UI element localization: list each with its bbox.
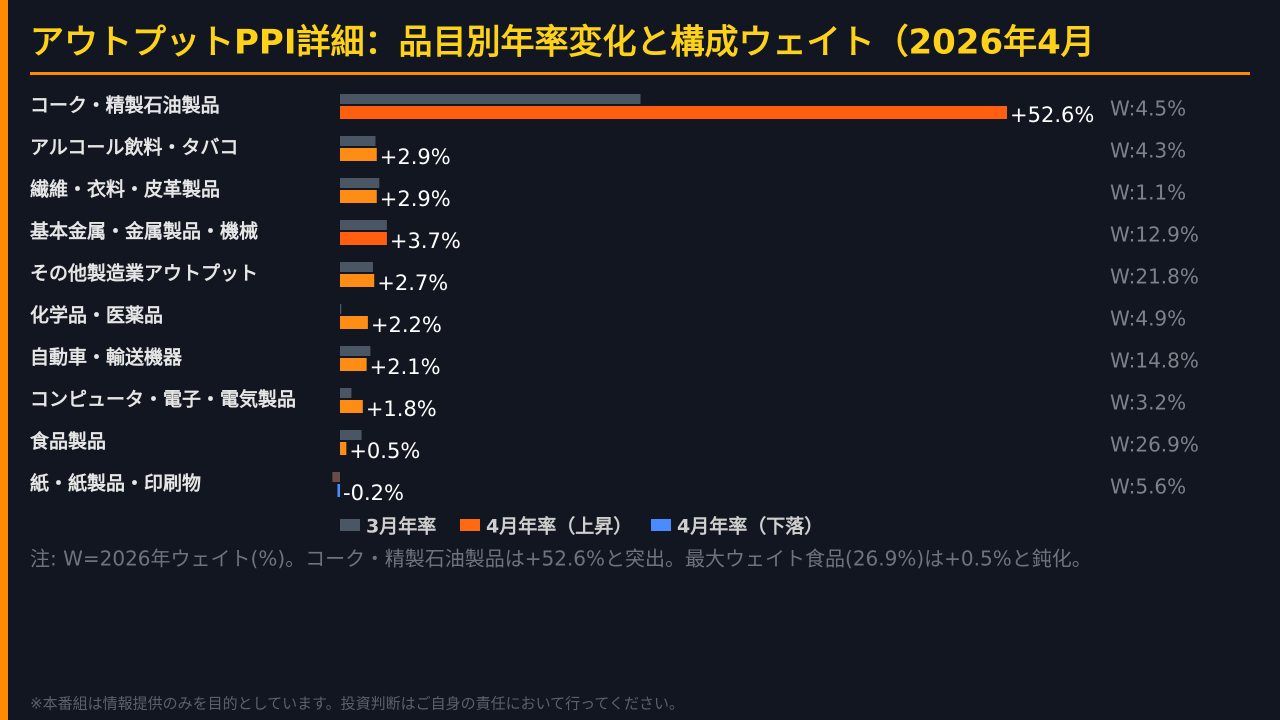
value-label: +2.9% [380,187,451,211]
value-label: -0.2% [343,481,404,505]
weight-label: W:12.9% [1110,223,1199,247]
bar [340,304,342,314]
weight-label: W:26.9% [1110,433,1199,457]
value-label: +0.5% [349,439,420,463]
footer: ※本番組は情報提供のみを目的としています。投資判断はご自身の責任において行ってく… [30,695,684,713]
note: 注: W=2026年ウェイト(%)。コーク・精製石油製品は+52.6%と突出。最… [30,547,1092,571]
category-label: 化学品・医薬品 [30,304,163,327]
category-label: 基本金属・金属製品・機械 [29,220,258,243]
weight-label: W:4.9% [1110,307,1186,331]
legend-swatch [340,519,360,531]
legend-swatch [651,519,671,531]
bar [340,346,371,356]
value-label: +3.7% [390,229,461,253]
category-label: その他製造業アウトプット [30,262,258,285]
accent-bar [0,0,8,720]
bar [332,472,340,482]
bar [340,316,368,329]
bar [340,148,377,161]
value-label: +2.1% [370,355,441,379]
bar [340,274,375,287]
weight-label: W:14.8% [1110,349,1199,373]
weight-label: W:1.1% [1110,181,1186,205]
legend-swatch [460,519,480,531]
bar [340,358,367,371]
weight-label: W:4.3% [1110,139,1186,163]
weight-label: W:21.8% [1110,265,1199,289]
category-label: 紙・紙製品・印刷物 [30,472,201,495]
bar [340,388,352,398]
weight-label: W:5.6% [1110,475,1186,499]
category-label: コンピュータ・電子・電気製品 [30,388,296,411]
weight-label: W:3.2% [1110,391,1186,415]
weight-label: W:4.5% [1110,97,1186,121]
bar [340,430,362,440]
category-label: アルコール飲料・タバコ [30,136,238,159]
value-label: +52.6% [1010,103,1094,127]
bar [340,400,363,413]
title-rule [30,72,1250,75]
category-label: 繊維・衣料・皮革製品 [30,178,220,201]
bar [337,484,340,497]
bar [340,106,1007,119]
category-label: 自動車・輸送機器 [30,346,183,369]
category-label: コーク・精製石油製品 [30,94,220,117]
bar [340,190,377,203]
bar [340,178,380,188]
bar [340,232,387,245]
bar [340,220,387,230]
legend-label: 4月年率（下落） [677,515,823,538]
value-label: +2.7% [377,271,448,295]
value-label: +2.9% [380,145,451,169]
category-label: 食品製品 [30,430,106,453]
value-label: +2.2% [371,313,442,337]
bar [340,136,376,146]
chart-title: アウトプットPPI詳細：品目別年率変化と構成ウェイト（2026年4月 [30,23,1095,63]
bar [340,94,641,104]
value-label: +1.8% [366,397,437,421]
bar [340,442,347,455]
legend-label: 3月年率 [366,515,436,538]
legend-label: 4月年率（上昇） [486,515,632,538]
bar [340,262,373,272]
